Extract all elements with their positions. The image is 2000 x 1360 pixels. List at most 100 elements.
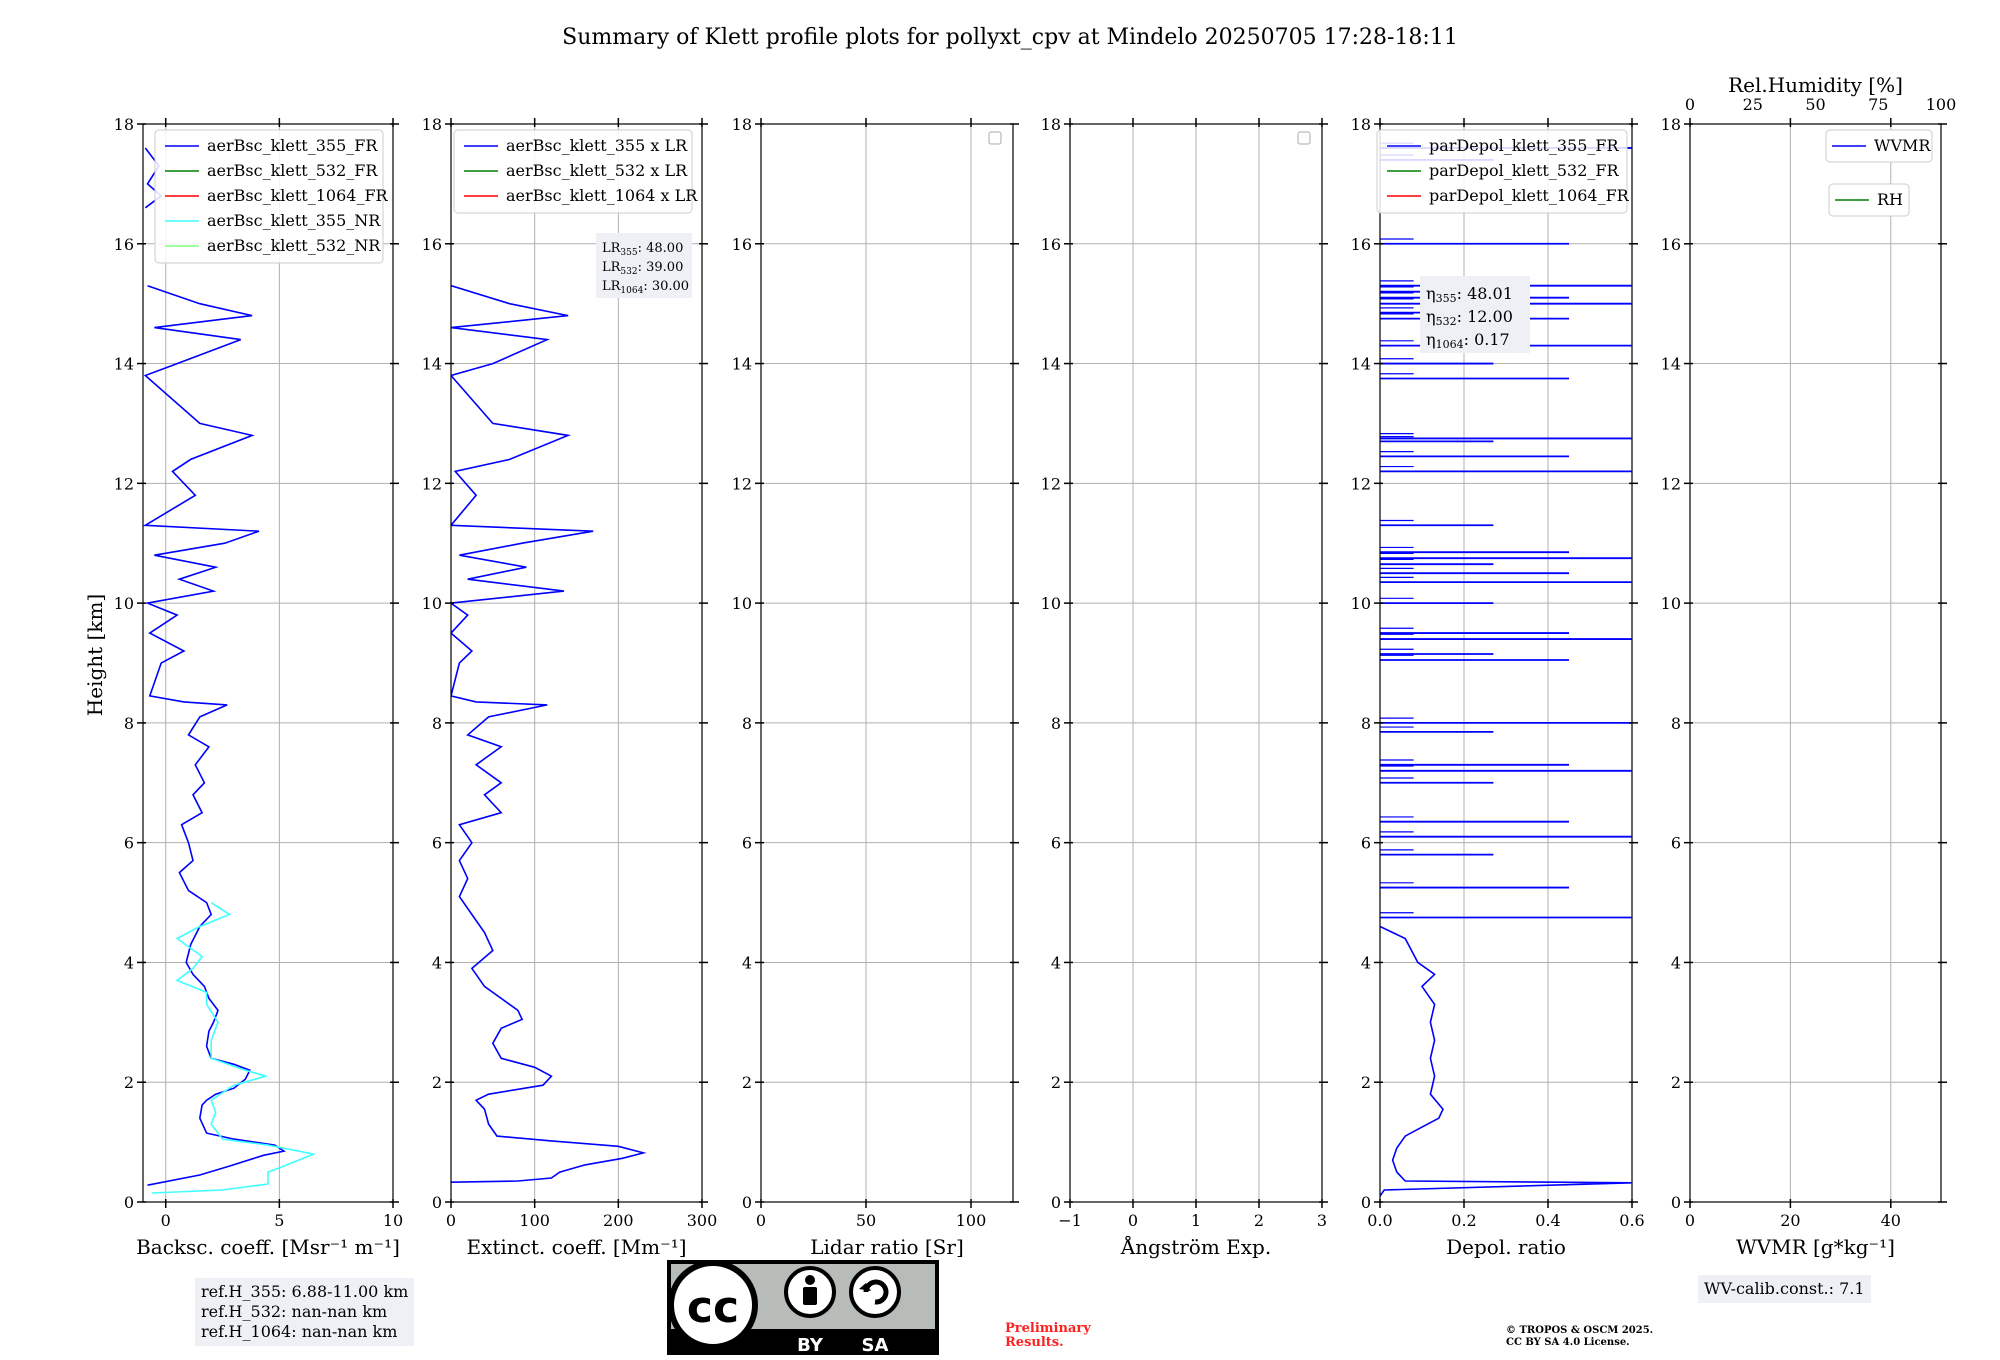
badge-sa-label: SA (862, 1335, 889, 1356)
x2-tick-label-0: 0 (1685, 95, 1695, 114)
lidar-ratio-box-background (596, 233, 692, 298)
panel-depol: 0 2 4 6 8 10 12 14 16 18 0.0 0.2 0.4 0.6 Depol. ratio p… (1351, 115, 1645, 1259)
x-tick-label-3: 300 (687, 1211, 718, 1230)
y-tick-label-7: 14 (1661, 355, 1681, 374)
legend-entry-2: parDepol_klett_1064_FR (1429, 186, 1630, 205)
x-tick-label-4: 3 (1317, 1211, 1327, 1230)
preliminary-line-2: Results. (1005, 1335, 1064, 1350)
y-tick-label-3: 6 (1051, 834, 1061, 853)
eta-box-line-0: η355: 48.01 (1426, 284, 1513, 305)
y-tick-label-9: 18 (732, 115, 752, 134)
copyright-line-2: CC BY SA 4.0 License. (1506, 1337, 1630, 1348)
y-tick-label-7: 14 (1351, 355, 1371, 374)
x-axis-label: Extinct. coeff. [Mm⁻¹] (466, 1235, 686, 1259)
y-tick-label-9: 18 (1661, 115, 1681, 134)
legend-entry-3: aerBsc_klett_355_NR (207, 211, 381, 230)
x-tick-label-0: 0.0 (1367, 1211, 1392, 1230)
y-tick-label-2: 4 (432, 953, 442, 972)
eta-box-line-1: η532: 12.00 (1426, 307, 1513, 328)
reference-height-box: ref.H_355: 6.88-11.00 km ref.H_532: nan-… (195, 1278, 415, 1346)
y-tick-label-6: 12 (114, 474, 134, 493)
y-tick-label-0: 0 (1051, 1193, 1061, 1212)
y-tick-label-2: 4 (1361, 953, 1371, 972)
y-tick-label-5: 10 (114, 594, 134, 613)
y-tick-label-5: 10 (732, 594, 752, 613)
cc-logo-text: cc (687, 1282, 739, 1333)
y-tick-label-6: 12 (1661, 474, 1681, 493)
y-tick-label-2: 4 (124, 953, 134, 972)
axes-frame (760, 123, 1014, 1203)
legend-entry-1: parDepol_klett_532_FR (1429, 161, 1620, 180)
lidar-ratio-box: LR355: 48.00 LR532: 39.00 LR1064: 30.00 (596, 233, 692, 298)
legend-wvmr: WVMR (1825, 129, 1933, 163)
x2-axis-label: Rel.Humidity [%] (1728, 73, 1903, 97)
x-tick-label-0: 0 (446, 1211, 456, 1230)
y-tick-label-3: 6 (1671, 834, 1681, 853)
x-tick-label-2: 0.4 (1535, 1211, 1560, 1230)
series-aerBsc_klett_355_NR (152, 901, 317, 1194)
empty-legend (1297, 131, 1311, 145)
y-tick-label-6: 12 (732, 474, 752, 493)
ref-height-355: ref.H_355: 6.88-11.00 km (201, 1282, 409, 1301)
cc-circle (668, 1260, 758, 1350)
lidar-ratio-box-line-1: LR532: 39.00 (602, 260, 683, 277)
y-tick-label-7: 14 (1041, 355, 1061, 374)
y-tick-label-1: 2 (742, 1073, 752, 1092)
y-tick-label-3: 6 (742, 834, 752, 853)
y-tick-label-0: 0 (742, 1193, 752, 1212)
y-tick-label-8: 16 (1351, 235, 1371, 254)
y-tick-label-8: 16 (732, 235, 752, 254)
y-tick-label-6: 12 (1041, 474, 1061, 493)
axes-frame (450, 123, 703, 1203)
x-tick-label-1: 20 (1780, 1211, 1800, 1230)
sa-share-alike-icon (849, 1266, 901, 1318)
y-tick-label-9: 18 (1351, 115, 1371, 134)
series-aerBsc_klett_355_FR (143, 284, 286, 1186)
legend-entry-2: aerBsc_klett_1064_FR (207, 186, 389, 205)
y-tick-label-7: 14 (422, 355, 442, 374)
x2-tick-label-2: 50 (1805, 95, 1825, 114)
x-axis-label: WVMR [g*kg⁻¹] (1736, 1235, 1895, 1259)
x-axis-label: Backsc. coeff. [Msr⁻¹ m⁻¹] (136, 1235, 400, 1259)
y-tick-label-8: 16 (114, 235, 134, 254)
cc-license-badge[interactable]: cc BY SA (667, 1260, 939, 1356)
y-tick-label-6: 12 (422, 474, 442, 493)
x-axis-label: Lidar ratio [Sr] (810, 1235, 964, 1259)
legend-entry-wvmr: WVMR (1874, 136, 1931, 155)
wv-calibration-box: WV-calib.const.: 7.1 (1698, 1275, 1871, 1303)
x-tick-label-1: 50 (856, 1211, 876, 1230)
series-parDepol_klett_355_FR (1380, 925, 1632, 1197)
y-tick-label-5: 10 (1351, 594, 1371, 613)
legend-entry-1: aerBsc_klett_532_FR (207, 161, 378, 180)
y-tick-label-8: 16 (422, 235, 442, 254)
y-tick-label-7: 14 (732, 355, 752, 374)
legend-frame (154, 129, 384, 264)
x-tick-label-1: 100 (519, 1211, 550, 1230)
y-tick-label-4: 8 (124, 714, 134, 733)
y-tick-label-1: 2 (432, 1073, 442, 1092)
legend-entry-1: aerBsc_klett_532 x LR (506, 161, 688, 180)
x-tick-label-1: 5 (274, 1211, 284, 1230)
x-tick-label-2: 40 (1881, 1211, 1901, 1230)
plot-area (143, 147, 317, 1194)
panel-lidar-ratio: 0 2 4 6 8 10 12 14 16 18 0 50 100 Lidar ratio [Sr] (732, 115, 1019, 1259)
x-tick-label-2: 200 (603, 1211, 634, 1230)
x2-tick-label-4: 100 (1926, 95, 1957, 114)
y-tick-label-0: 0 (1671, 1193, 1681, 1212)
y-tick-label-0: 0 (432, 1193, 442, 1212)
lidar-ratio-box-line-0: LR355: 48.00 (602, 241, 683, 258)
x-tick-label-0: 0 (1685, 1211, 1695, 1230)
axes-frame (1379, 123, 1633, 1203)
y-tick-label-1: 2 (1361, 1073, 1371, 1092)
y-tick-label-3: 6 (432, 834, 442, 853)
plot-area (451, 284, 647, 1183)
y-tick-label-2: 4 (742, 953, 752, 972)
x-tick-label-3: 0.6 (1619, 1211, 1644, 1230)
eta-box-line-2: η1064: 0.17 (1426, 330, 1510, 351)
panel-backscatter: 0 2 4 6 8 10 12 14 16 18 0 5 10 Backsc. coeff. [Msr⁻¹… (114, 115, 404, 1259)
y-tick-label-3: 6 (124, 834, 134, 853)
y-tick-label-8: 16 (1661, 235, 1681, 254)
